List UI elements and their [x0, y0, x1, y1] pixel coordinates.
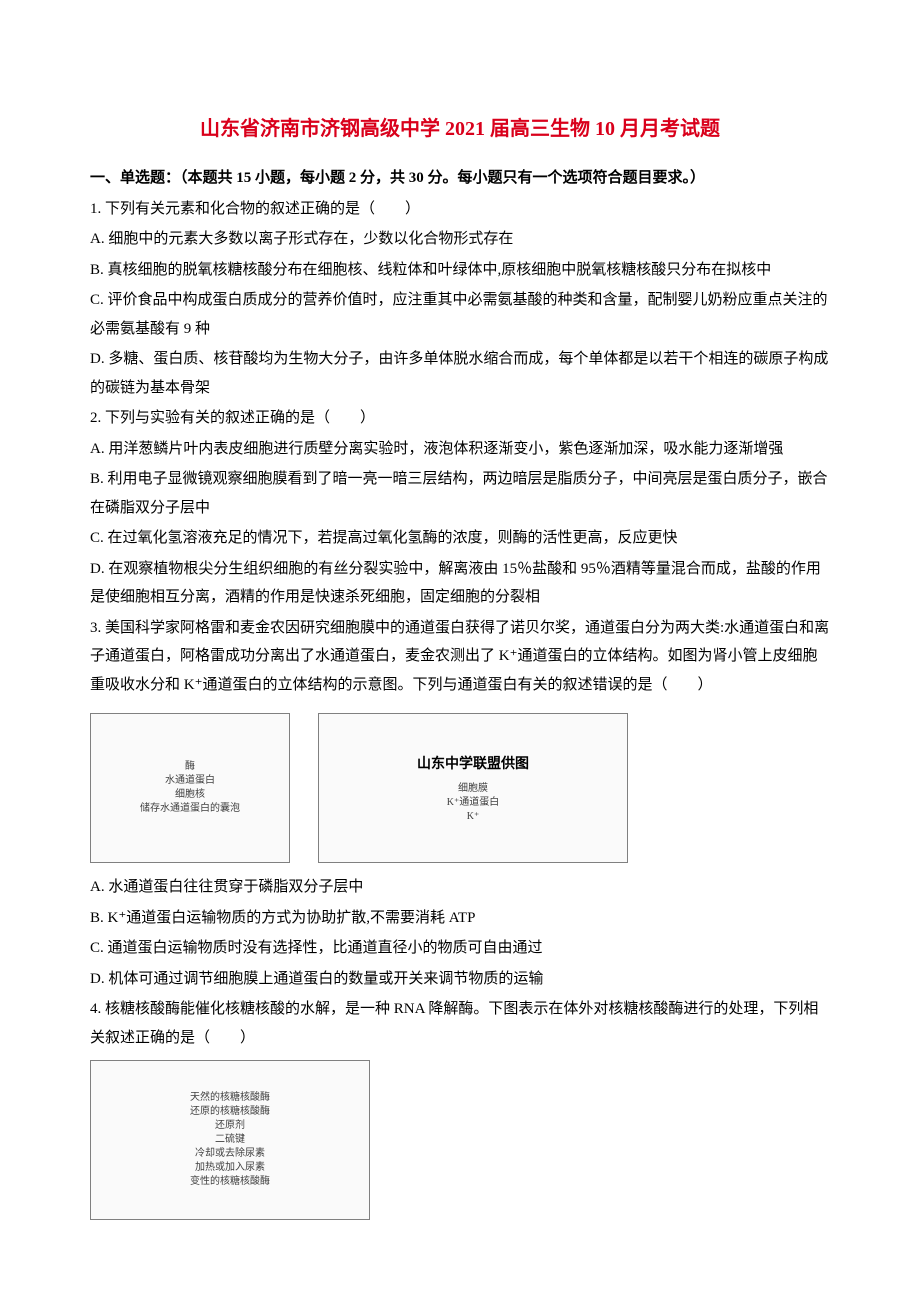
q1-option-a: A. 细胞中的元素大多数以离子形式存在，少数以化合物形式存在 [90, 225, 830, 254]
q1-stem: 1. 下列有关元素和化合物的叙述正确的是（ ） [90, 195, 830, 224]
q3-fig-channel-label-kchannel: K⁺通道蛋白 [447, 796, 500, 810]
q1-option-c: C. 评价食品中构成蛋白质成分的营养价值时，应注重其中必需氨基酸的种类和含量，配… [90, 286, 830, 343]
q4-figure-ribozyme: 天然的核糖核酸酶 还原的核糖核酸酶 还原剂 二硫键 冷却或去除尿素 加热或加入尿… [90, 1060, 370, 1220]
q1-option-b: B. 真核细胞的脱氧核糖核酸分布在细胞核、线粒体和叶绿体中,原核细胞中脱氧核糖核… [90, 256, 830, 285]
q3-stem: 3. 美国科学家阿格雷和麦金农因研究细胞膜中的通道蛋白获得了诺贝尔奖，通道蛋白分… [90, 614, 830, 700]
q3-fig-channel-label-kion: K⁺ [467, 810, 480, 824]
q3-figure-channel: 山东中学联盟供图 细胞膜 K⁺通道蛋白 K⁺ [318, 713, 628, 863]
q2-option-a: A. 用洋葱鳞片叶内表皮细胞进行质壁分离实验时，液泡体积逐渐变小，紫色逐渐加深，… [90, 435, 830, 464]
q4-fig-label-natural: 天然的核糖核酸酶 [190, 1091, 270, 1105]
q3-option-c: C. 通道蛋白运输物质时没有选择性，比通道直径小的物质可自由通过 [90, 934, 830, 963]
q3-fig-cell-label-enzyme: 酶 [185, 760, 195, 774]
q3-fig-cell-label-nucleus: 细胞核 [175, 788, 205, 802]
q3-fig-cell-label-aquaporin: 水通道蛋白 [165, 774, 215, 788]
q1-option-d: D. 多糖、蛋白质、核苷酸均为生物大分子，由许多单体脱水缩合而成，每个单体都是以… [90, 345, 830, 402]
q4-fig-label-heat: 加热或加入尿素 [195, 1161, 265, 1175]
q3-figure-cell: 酶 水通道蛋白 细胞核 储存水通道蛋白的囊泡 [90, 713, 290, 863]
q3-fig-cell-label-vesicle: 储存水通道蛋白的囊泡 [140, 802, 240, 816]
q3-option-a: A. 水通道蛋白往往贯穿于磷脂双分子层中 [90, 873, 830, 902]
q4-stem: 4. 核糖核酸酶能催化核糖核酸的水解，是一种 RNA 降解酶。下图表示在体外对核… [90, 995, 830, 1052]
q4-fig-label-cool: 冷却或去除尿素 [195, 1147, 265, 1161]
q3-fig-channel-title: 山东中学联盟供图 [417, 752, 529, 779]
q3-option-d: D. 机体可通过调节细胞膜上通道蛋白的数量或开关来调节物质的运输 [90, 965, 830, 994]
q4-fig-label-denatured: 变性的核糖核酸酶 [190, 1175, 270, 1189]
q2-option-d: D. 在观察植物根尖分生组织细胞的有丝分裂实验中，解离液由 15％盐酸和 95％… [90, 555, 830, 612]
q3-option-b: B. K⁺通道蛋白运输物质的方式为协助扩散,不需要消耗 ATP [90, 904, 830, 933]
q2-option-c: C. 在过氧化氢溶液充足的情况下，若提高过氧化氢酶的浓度，则酶的活性更高，反应更… [90, 524, 830, 553]
q4-fig-label-disulfide: 二硫键 [215, 1133, 245, 1147]
q4-fig-label-reduced: 还原的核糖核酸酶 [190, 1105, 270, 1119]
q4-fig-label-reducer: 还原剂 [215, 1119, 245, 1133]
q2-option-b: B. 利用电子显微镜观察细胞膜看到了暗一亮一暗三层结构，两边暗层是脂质分子，中间… [90, 465, 830, 522]
q3-figure-row: 酶 水通道蛋白 细胞核 储存水通道蛋白的囊泡 山东中学联盟供图 细胞膜 K⁺通道… [90, 713, 830, 863]
q3-fig-channel-label-membrane: 细胞膜 [458, 782, 488, 796]
section-1-heading: 一、单选题：（本题共 15 小题，每小题 2 分，共 30 分。每小题只有一个选… [90, 164, 830, 193]
q2-stem: 2. 下列与实验有关的叙述正确的是（ ） [90, 404, 830, 433]
page-title: 山东省济南市济钢高级中学 2021 届高三生物 10 月月考试题 [90, 110, 830, 148]
